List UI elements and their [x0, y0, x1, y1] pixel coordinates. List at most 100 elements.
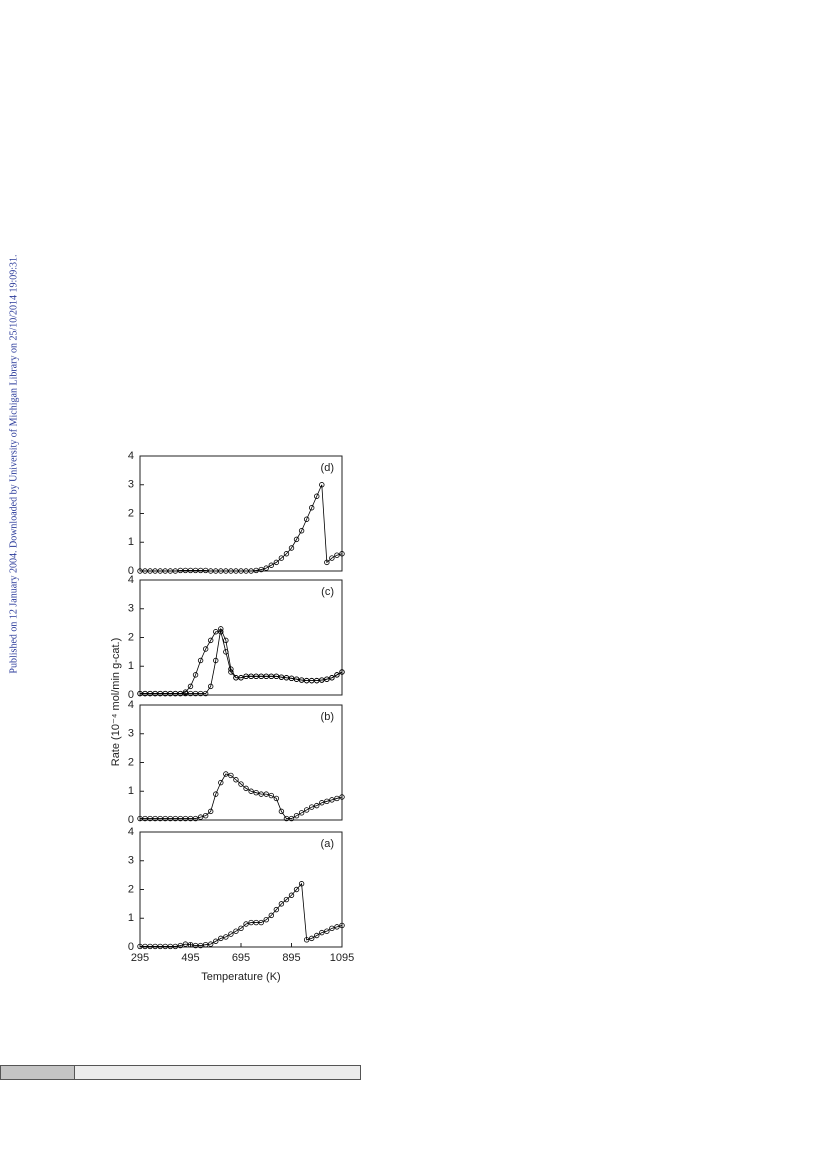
data-point — [157, 568, 163, 574]
data-point — [319, 482, 325, 488]
data-point — [157, 943, 163, 950]
data-point — [283, 675, 290, 681]
x-tick-label: 695 — [232, 952, 250, 964]
data-point — [309, 677, 315, 684]
y-tick-label: 0 — [128, 814, 134, 826]
data-point — [157, 690, 163, 697]
data-point — [187, 815, 194, 822]
data-point — [218, 568, 224, 574]
data-point — [248, 788, 254, 794]
y-tick-label: 2 — [128, 507, 134, 519]
data-point — [248, 919, 254, 926]
data-point — [283, 815, 290, 822]
data-point — [167, 690, 173, 697]
data-point — [339, 669, 345, 675]
data-point — [182, 689, 189, 695]
data-point — [238, 925, 244, 932]
data-point — [218, 935, 224, 942]
data-point — [309, 804, 315, 810]
data-point — [253, 919, 259, 926]
data-point — [303, 516, 310, 522]
y-tick-label: 2 — [128, 883, 134, 895]
y-tick-label: 1 — [128, 660, 134, 672]
data-point — [268, 912, 274, 919]
data-point — [339, 551, 345, 557]
plot-frame — [139, 455, 343, 572]
data-point — [273, 673, 280, 680]
data-point — [182, 567, 189, 574]
data-point — [334, 552, 340, 558]
y-tick-label: 3 — [128, 603, 134, 615]
data-point — [228, 666, 234, 672]
data-point — [303, 807, 310, 813]
data-point — [243, 673, 249, 680]
data-point — [202, 567, 209, 574]
data-point — [334, 672, 340, 678]
data-point — [243, 921, 249, 927]
data-point — [162, 568, 168, 574]
data-point — [172, 943, 179, 950]
data-point — [223, 637, 229, 644]
data-point — [162, 815, 168, 822]
data-point — [177, 815, 184, 822]
x-tick-label: 495 — [181, 952, 199, 964]
data-point — [152, 943, 158, 950]
data-point — [142, 943, 148, 950]
data-point — [182, 941, 189, 947]
data-point — [213, 568, 219, 574]
y-tick-label: 3 — [128, 479, 134, 491]
data-point — [314, 932, 320, 939]
y-tick-label: 1 — [128, 785, 134, 797]
data-point — [172, 815, 179, 822]
series-line — [140, 627, 343, 694]
data-point — [202, 646, 209, 652]
data-point — [319, 800, 325, 806]
data-point — [273, 906, 280, 913]
data-point — [253, 789, 259, 796]
data-point — [288, 892, 295, 898]
data-point — [187, 567, 194, 574]
data-point — [334, 795, 340, 802]
x-tick-label: 1095 — [330, 952, 354, 964]
y-tick-label: 1 — [128, 536, 134, 548]
data-point — [324, 928, 330, 934]
data-point — [339, 794, 345, 800]
data-point — [142, 690, 148, 697]
data-point — [228, 568, 234, 574]
data-point — [314, 677, 320, 684]
data-point — [177, 942, 184, 949]
y-tick-label: 1 — [128, 912, 134, 924]
plot-frame — [139, 831, 343, 948]
data-point — [324, 559, 330, 566]
data-point — [218, 779, 224, 786]
data-point — [137, 690, 143, 697]
data-point — [258, 566, 264, 573]
data-point — [319, 929, 325, 936]
data-point — [152, 815, 158, 822]
data-point — [268, 562, 274, 568]
data-point — [278, 808, 285, 815]
data-point — [278, 555, 285, 561]
data-point — [172, 690, 179, 697]
data-point — [263, 916, 269, 923]
data-point — [197, 942, 204, 949]
y-tick-label: 4 — [128, 450, 134, 462]
data-point — [293, 886, 300, 893]
data-point — [283, 551, 290, 557]
x-tick-label: 895 — [282, 952, 300, 964]
panel-label: (a) — [321, 838, 334, 850]
y-tick-label: 0 — [128, 689, 134, 701]
data-point — [233, 675, 239, 681]
data-point — [329, 555, 335, 561]
data-point — [263, 791, 269, 797]
y-tick-label: 0 — [128, 565, 134, 577]
data-point — [228, 772, 234, 779]
data-point — [298, 881, 305, 887]
data-point — [147, 943, 153, 950]
data-point — [303, 937, 310, 943]
y-tick-label: 0 — [128, 941, 134, 953]
panel-label: (d) — [321, 462, 334, 474]
data-point — [207, 683, 214, 690]
data-point — [187, 683, 194, 690]
data-point — [273, 795, 280, 802]
